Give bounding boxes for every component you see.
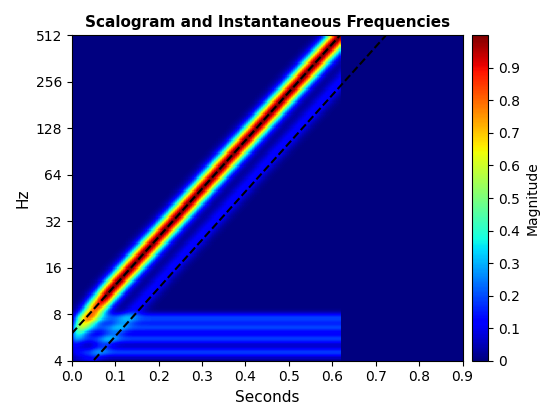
Y-axis label: Hz: Hz: [15, 188, 30, 208]
Y-axis label: Magnitude: Magnitude: [526, 161, 540, 235]
Title: Scalogram and Instantaneous Frequencies: Scalogram and Instantaneous Frequencies: [85, 15, 450, 30]
X-axis label: Seconds: Seconds: [235, 390, 300, 405]
